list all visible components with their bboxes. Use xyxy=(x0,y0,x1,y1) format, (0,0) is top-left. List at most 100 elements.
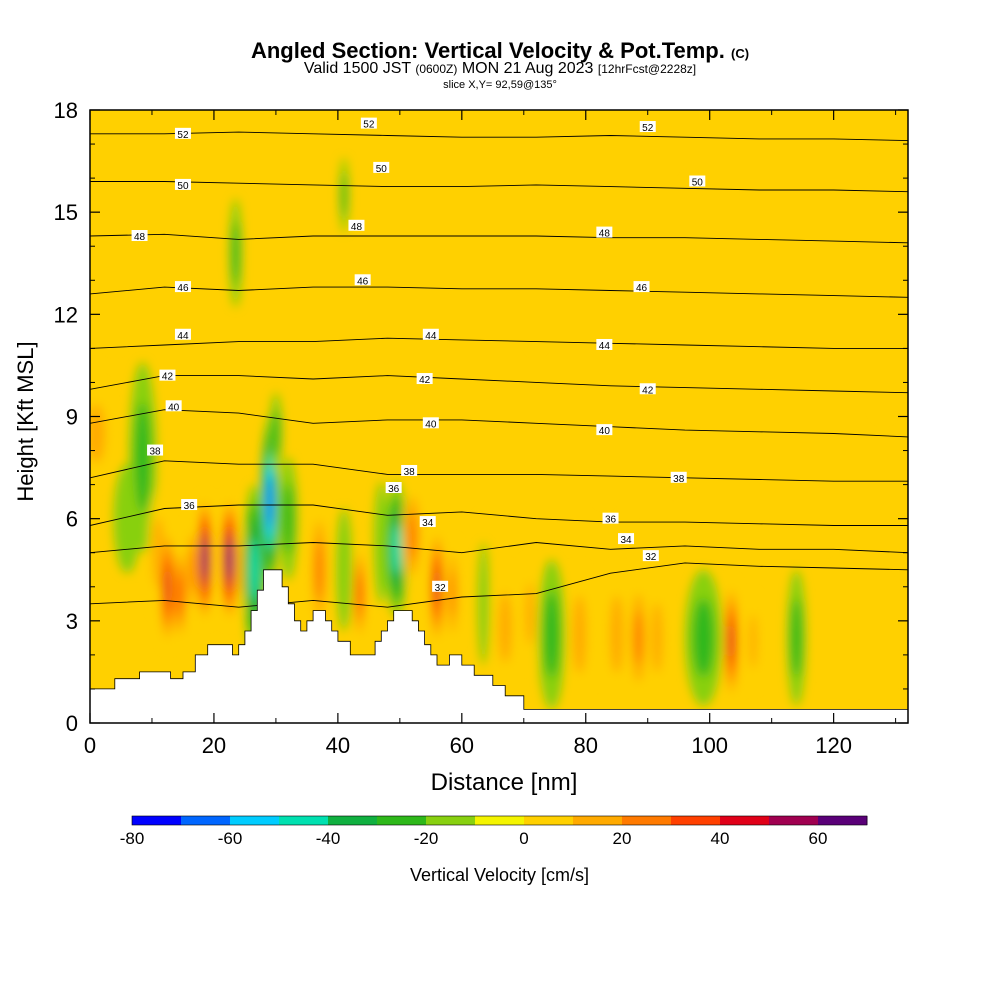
contour-label-50: 50 xyxy=(174,178,191,192)
svg-text:32: 32 xyxy=(645,552,657,563)
contour-label-50: 50 xyxy=(373,161,390,175)
svg-text:48: 48 xyxy=(351,222,363,233)
contour-label-44: 44 xyxy=(422,328,439,342)
y-tick-label: 0 xyxy=(66,711,78,736)
velocity-cell xyxy=(279,457,298,580)
x-tick-label: 100 xyxy=(691,733,728,758)
y-tick-label: 9 xyxy=(66,405,78,430)
velocity-cell xyxy=(494,566,517,689)
contour-label-48: 48 xyxy=(131,230,148,243)
colorbar-swatch xyxy=(181,816,231,825)
colorbar-tick-label: -80 xyxy=(120,829,145,848)
isentrope-44 xyxy=(90,337,908,349)
velocity-cell xyxy=(568,566,591,703)
colorbar: -80 -60 -40 -20 0 20 40 60 Vertical Velocity [cm… xyxy=(120,815,868,885)
velocity-cell xyxy=(339,157,349,233)
svg-text:50: 50 xyxy=(177,181,189,192)
velocity-cell xyxy=(449,297,475,502)
colorbar-tick-label: -60 xyxy=(218,829,243,848)
colorbar-swatch xyxy=(573,816,623,825)
contour-label-48: 48 xyxy=(596,226,613,240)
y-tick-label: 15 xyxy=(54,200,78,225)
colorbar-swatch xyxy=(230,816,280,825)
isentrope-34 xyxy=(90,542,908,554)
contour-label-50: 50 xyxy=(689,175,706,189)
svg-text:38: 38 xyxy=(404,467,416,478)
chart-subtitle: Valid 1500 JST (0600Z) MON 21 Aug 2023 [… xyxy=(0,60,1000,78)
contour-label-40: 40 xyxy=(165,400,182,413)
contour-label-52: 52 xyxy=(360,117,377,131)
colorbar-swatch xyxy=(622,816,672,825)
velocity-cell xyxy=(220,494,239,625)
svg-text:50: 50 xyxy=(692,178,704,189)
svg-text:42: 42 xyxy=(162,372,174,383)
contour-label-52: 52 xyxy=(639,121,656,134)
contour-label-38: 38 xyxy=(147,444,164,458)
contour-label-42: 42 xyxy=(159,369,176,383)
svg-text:34: 34 xyxy=(422,518,434,529)
svg-text:52: 52 xyxy=(642,123,654,134)
velocity-cell xyxy=(186,518,199,621)
velocity-cell xyxy=(684,569,723,706)
colorbar-tick-label: 60 xyxy=(809,829,828,848)
svg-text:48: 48 xyxy=(134,232,146,243)
svg-text:40: 40 xyxy=(168,402,180,413)
terrain-layer xyxy=(89,569,909,724)
velocity-cell xyxy=(196,494,213,625)
velocity-cell xyxy=(522,559,538,669)
contour-label-36: 36 xyxy=(602,512,619,526)
y-tick-label: 6 xyxy=(66,507,78,532)
svg-text:34: 34 xyxy=(620,535,632,546)
colorbar-swatch xyxy=(818,816,868,825)
isentrope-42 xyxy=(90,375,908,394)
contour-label-40: 40 xyxy=(596,424,613,437)
velocity-cell xyxy=(723,579,739,703)
velocity-cell xyxy=(309,501,329,638)
colorbar-swatch xyxy=(426,816,476,825)
colorbar-swatch xyxy=(132,816,182,825)
velocity-cell xyxy=(90,382,112,485)
velocity-cell xyxy=(629,576,648,700)
velocity-cell xyxy=(336,508,353,632)
velocity-cell xyxy=(373,481,389,604)
y-tick-label: 18 xyxy=(54,98,78,123)
velocity-cell xyxy=(229,198,242,308)
velocity-cell xyxy=(159,525,176,649)
valid-date: MON 21 Aug 2023 xyxy=(461,60,594,77)
colorbar-swatch xyxy=(377,816,427,825)
x-tick-label: 80 xyxy=(574,733,598,758)
velocity-cell xyxy=(746,593,760,689)
svg-text:52: 52 xyxy=(363,120,375,131)
velocity-cell xyxy=(446,539,459,649)
contour-label-34: 34 xyxy=(618,533,635,546)
colorbar-swatch xyxy=(328,816,378,825)
velocity-cell xyxy=(538,559,566,710)
y-axis-label: Height [Kft MSL] xyxy=(13,341,38,501)
x-tick-label: 60 xyxy=(450,733,474,758)
svg-text:46: 46 xyxy=(177,283,189,294)
svg-text:38: 38 xyxy=(150,447,162,458)
contour-label-36: 36 xyxy=(181,499,198,512)
contour-label-32: 32 xyxy=(642,550,659,563)
y-tick-label: 12 xyxy=(54,302,78,327)
colorbar-swatch xyxy=(720,816,770,825)
svg-text:42: 42 xyxy=(419,375,431,386)
contour-label-40: 40 xyxy=(422,417,439,430)
velocity-cell xyxy=(588,110,620,502)
velocity-cell xyxy=(172,542,188,645)
svg-text:40: 40 xyxy=(425,419,437,430)
contour-label-34: 34 xyxy=(419,516,436,529)
isentrope-36 xyxy=(90,504,908,526)
colorbar-tick-label: -40 xyxy=(316,829,341,848)
velocity-cell xyxy=(353,542,366,645)
y-tick-label: 3 xyxy=(66,609,78,634)
colorbar-tick-label: 0 xyxy=(519,829,528,848)
forecast-info: [12hrFcst@2228z] xyxy=(597,62,697,76)
isentrope-52 xyxy=(90,131,908,142)
svg-text:46: 46 xyxy=(636,283,648,294)
velocity-cell xyxy=(102,144,128,349)
svg-text:38: 38 xyxy=(673,474,685,485)
svg-text:32: 32 xyxy=(435,583,447,594)
chart-title-main: Angled Section: Vertical Velocity & Pot.… xyxy=(250,38,725,63)
svg-text:40: 40 xyxy=(599,426,611,437)
